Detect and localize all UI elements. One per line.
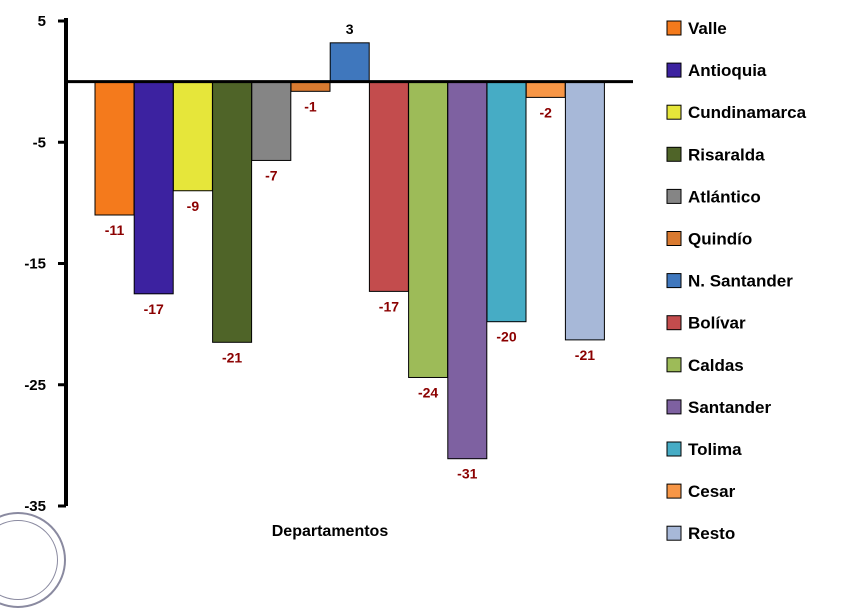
data-label: -21 <box>575 347 595 363</box>
legend-swatch <box>666 525 682 541</box>
data-label: -17 <box>144 301 164 317</box>
data-label: -31 <box>457 466 477 482</box>
legend-entry-label: Valle <box>688 19 727 38</box>
data-label: -24 <box>418 384 438 400</box>
legend-swatch <box>666 357 682 373</box>
bars-group <box>94 42 605 460</box>
data-label: -17 <box>379 298 399 314</box>
legend-swatch <box>666 399 682 415</box>
legend-swatch <box>666 104 682 120</box>
bar-chart: 5 -5 -15 -25 -35 -11 -17 -9 -21 -7 -1 3 -17 -24 -31 -2… <box>24 13 807 543</box>
legend-swatch <box>666 483 682 499</box>
legend-swatch <box>666 231 682 246</box>
bar <box>486 81 527 323</box>
legend-swatch <box>666 441 682 457</box>
legend: Valle Antioquia Cundinamarca Risaralda Atlán… <box>666 19 807 543</box>
data-label: -20 <box>496 329 516 345</box>
y-tick-label: -25 <box>24 377 46 394</box>
y-tick-label: 5 <box>38 13 46 30</box>
bar <box>525 81 566 98</box>
data-label: -21 <box>222 349 242 365</box>
legend-swatch <box>666 315 682 331</box>
legend-entry-label: Risaralda <box>688 145 765 164</box>
legend-entry-label: Bolívar <box>688 314 746 333</box>
y-ticks-group: 5 -5 -15 -25 -35 <box>24 13 66 515</box>
data-label: -7 <box>265 167 278 183</box>
bar <box>368 81 409 292</box>
legend-entry-label: Antioquia <box>688 61 767 80</box>
data-labels-group: -11 -17 -9 -21 -7 -1 3 -17 -24 -31 -20 -2 -21 <box>105 21 595 482</box>
legend-swatch <box>666 188 682 204</box>
bar <box>172 81 213 192</box>
data-label: -1 <box>304 98 317 114</box>
data-label: -2 <box>539 104 552 120</box>
legend-entry-label: N. Santander <box>688 272 793 291</box>
legend-swatch <box>666 146 682 162</box>
legend-entry-label: Resto <box>688 524 735 543</box>
bar <box>251 81 292 161</box>
legend-entry-label: Quindío <box>688 230 752 249</box>
bar <box>408 81 449 378</box>
bar <box>447 81 488 460</box>
legend-entry-label: Cesar <box>688 482 736 501</box>
legend-entry-label: Caldas <box>688 356 744 375</box>
bar <box>133 81 174 295</box>
legend-entry-label: Tolima <box>688 440 742 459</box>
bar <box>564 81 605 341</box>
data-label: -9 <box>187 198 200 214</box>
legend-entry-label: Atlántico <box>688 187 761 206</box>
y-tick-label: -15 <box>24 256 46 273</box>
legend-entry-label: Santander <box>688 398 772 417</box>
y-tick-label: -5 <box>33 134 46 151</box>
data-label: 3 <box>346 21 354 37</box>
y-tick-label: -35 <box>24 498 46 515</box>
legend-entry-label: Cundinamarca <box>688 103 807 122</box>
bar <box>94 81 135 216</box>
bar <box>329 42 370 83</box>
legend-swatch <box>666 62 682 78</box>
data-label: -11 <box>105 222 125 238</box>
legend-swatch <box>666 20 682 36</box>
bar <box>212 81 253 343</box>
legend-swatch <box>666 273 682 289</box>
x-axis-title: Departamentos <box>272 523 389 540</box>
